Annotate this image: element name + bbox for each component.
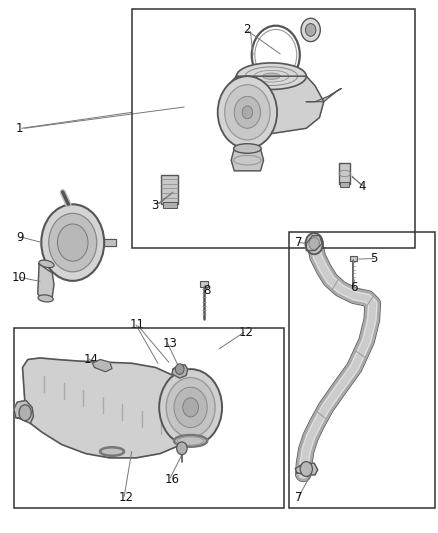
Text: 11: 11 [130,319,145,332]
Circle shape [57,224,88,261]
Polygon shape [104,239,117,246]
Text: 2: 2 [243,23,251,36]
Circle shape [177,442,187,455]
Bar [340,182,349,187]
Circle shape [225,85,270,140]
Text: 1: 1 [16,122,24,135]
Bar [289,232,435,508]
Polygon shape [219,76,324,134]
Text: 12: 12 [239,326,254,340]
Text: 3: 3 [151,199,159,212]
Circle shape [234,96,261,128]
Text: 8: 8 [204,284,211,297]
Bar [132,9,416,248]
Circle shape [218,76,277,149]
Polygon shape [306,88,341,102]
Text: 16: 16 [164,473,180,486]
Text: 10: 10 [12,271,26,284]
Bar [339,163,350,184]
Text: 6: 6 [350,281,357,294]
Circle shape [301,18,320,42]
Ellipse shape [19,405,31,421]
Circle shape [309,237,319,250]
Text: 15: 15 [16,406,31,419]
Circle shape [49,213,97,272]
Polygon shape [172,365,187,378]
Circle shape [159,369,222,446]
Ellipse shape [39,260,54,268]
Text: 9: 9 [16,231,24,244]
Circle shape [41,204,104,281]
Bar [350,256,357,261]
Circle shape [305,233,323,254]
Polygon shape [295,463,318,475]
Text: 7: 7 [295,491,303,504]
Bar [200,281,208,287]
Ellipse shape [38,295,53,302]
Text: 5: 5 [370,252,377,265]
Circle shape [305,23,316,36]
Bar [161,175,178,204]
Ellipse shape [237,63,306,90]
Polygon shape [92,360,112,372]
Text: 14: 14 [84,353,99,366]
Text: 13: 13 [162,337,177,350]
Polygon shape [22,358,193,458]
Polygon shape [306,236,322,251]
Ellipse shape [174,435,207,447]
Ellipse shape [100,447,124,456]
Circle shape [175,364,184,374]
Circle shape [183,398,198,417]
Circle shape [242,106,253,119]
Ellipse shape [233,144,261,154]
Polygon shape [14,400,33,423]
Polygon shape [231,149,264,171]
Ellipse shape [263,73,280,79]
Bar [162,201,177,208]
Polygon shape [38,264,54,301]
Bar [14,328,285,508]
Text: 4: 4 [359,180,366,193]
Circle shape [166,377,215,437]
Circle shape [300,462,312,477]
Text: 12: 12 [119,491,134,504]
Text: 7: 7 [295,236,303,249]
Circle shape [174,387,207,427]
